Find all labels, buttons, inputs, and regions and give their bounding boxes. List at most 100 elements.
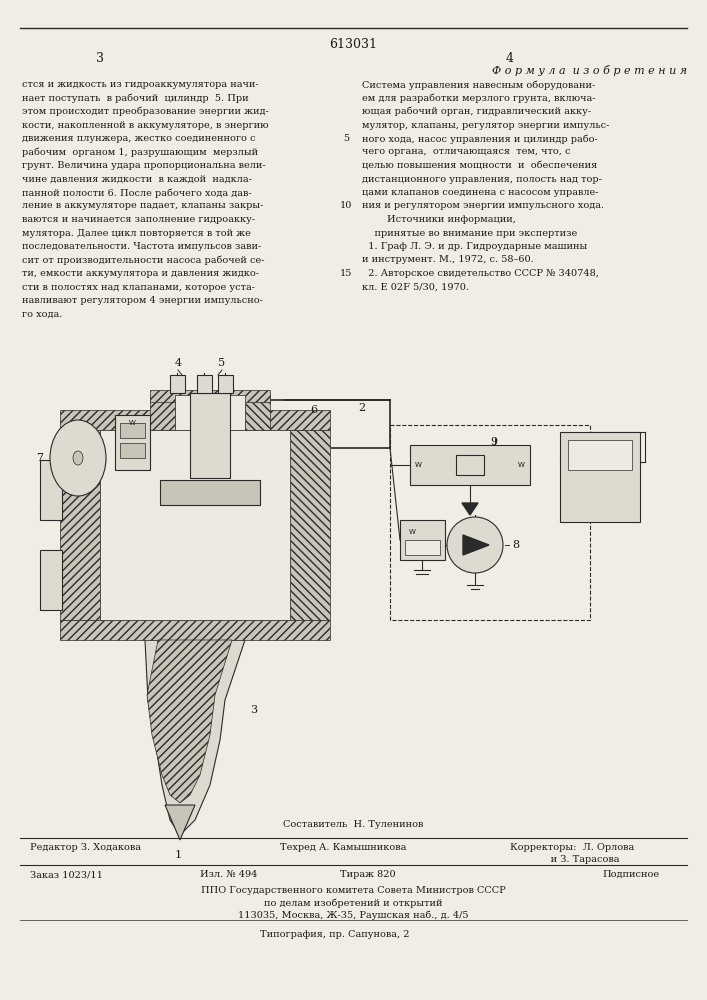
Text: 5: 5 [218,358,226,368]
Text: Изл. № 494: Изл. № 494 [200,870,257,879]
Circle shape [447,517,503,573]
Text: ваются и начинается заполнение гидроакку-: ваются и начинается заполнение гидроакку… [22,215,255,224]
Text: грунт. Величина удара пропорциональна вели-: грунт. Величина удара пропорциональна ве… [22,161,266,170]
Text: мулятор, клапаны, регулятор энергии импульс-: мулятор, клапаны, регулятор энергии импу… [362,120,609,129]
Bar [568,440,632,470]
Text: ния и регулятором энергии импульсного хода.: ния и регулятором энергии импульсного хо… [362,202,604,211]
Ellipse shape [73,451,83,465]
Polygon shape [165,805,195,840]
Text: мулятора. Далее цикл повторяется в той же: мулятора. Далее цикл повторяется в той ж… [22,229,251,237]
Text: движения плунжера, жестко соединенного с: движения плунжера, жестко соединенного с [22,134,255,143]
Text: 3: 3 [250,705,257,715]
Text: 4: 4 [175,358,182,368]
Text: Тираж 820: Тираж 820 [340,870,396,879]
Text: по делам изобретений и открытий: по делам изобретений и открытий [264,898,443,908]
Polygon shape [147,640,232,803]
Bar [170,375,185,393]
Text: 10: 10 [340,202,352,211]
Text: 2: 2 [358,403,365,413]
Bar [197,375,212,393]
Text: W: W [518,462,525,468]
Text: 1. Граф Л. Э. и др. Гидроударные машины: 1. Граф Л. Э. и др. Гидроударные машины [362,242,588,251]
Text: Редактор З. Ходакова: Редактор З. Ходакова [30,843,141,852]
Text: ного хода, насос управления и цилиндр рабо-: ного хода, насос управления и цилиндр ра… [362,134,597,143]
Bar [560,432,640,522]
Polygon shape [463,535,489,555]
Text: Заказ 1023/11: Заказ 1023/11 [30,870,103,879]
Text: ление в аккумуляторе падает, клапаны закры-: ление в аккумуляторе падает, клапаны зак… [22,202,264,211]
Text: и З. Тарасова: и З. Тарасова [510,855,619,864]
Text: Техред А. Камышникова: Техред А. Камышникова [280,843,407,852]
Bar [245,395,270,430]
Polygon shape [462,503,478,515]
Bar [40,550,62,610]
Text: Источники информации,: Источники информации, [362,215,516,224]
Bar [100,430,290,620]
Text: 5: 5 [343,134,349,143]
Text: ППО Государственного комитета Совета Министров СССР: ППО Государственного комитета Совета Мин… [201,886,506,895]
Text: ти, емкости аккумулятора и давления жидко-: ти, емкости аккумулятора и давления жидк… [22,269,259,278]
Text: Подписное: Подписное [603,870,660,879]
Text: 613031: 613031 [329,38,377,51]
Bar [290,430,330,620]
Bar [160,480,260,505]
Bar [390,425,590,620]
Bar [190,393,230,478]
Bar [456,455,484,475]
Text: навливают регулятором 4 энергии импульсно-: навливают регулятором 4 энергии импульсн… [22,296,263,305]
Bar [150,390,270,402]
Text: и инструмент. М., 1972, с. 58–60.: и инструмент. М., 1972, с. 58–60. [362,255,534,264]
Text: 2. Авторское свидетельство СССР № 340748,: 2. Авторское свидетельство СССР № 340748… [362,269,599,278]
Bar [60,410,330,430]
Text: ем для разработки мерзлого грунта, включа-: ем для разработки мерзлого грунта, включ… [362,94,595,103]
Text: этом происходит преобразование энергии жид-: этом происходит преобразование энергии ж… [22,107,269,116]
Text: стся и жидкость из гидроаккумулятора начи-: стся и жидкость из гидроаккумулятора нач… [22,80,259,89]
Text: сти в полостях над клапанами, которое уста-: сти в полостях над клапанами, которое ус… [22,282,255,292]
Bar [115,415,150,470]
Text: W: W [415,462,422,468]
Text: сит от производительности насоса рабочей се-: сит от производительности насоса рабочей… [22,255,264,265]
Text: го хода.: го хода. [22,310,62,318]
Text: 4: 4 [506,52,514,65]
Bar [120,423,145,438]
Text: цами клапанов соединена с насосом управле-: цами клапанов соединена с насосом управл… [362,188,599,197]
Text: дистанционного управления, полость над тор-: дистанционного управления, полость над т… [362,174,602,184]
Text: рабочим  органом 1, разрушающим  мерзлый: рабочим органом 1, разрушающим мерзлый [22,147,258,157]
Text: последовательности. Частота импульсов зави-: последовательности. Частота импульсов за… [22,242,262,251]
Ellipse shape [50,420,106,496]
Text: Ф о р м у л а  и з о б р е т е н и я: Ф о р м у л а и з о б р е т е н и я [493,65,688,76]
Text: кл. Е 02F 5/30, 1970.: кл. Е 02F 5/30, 1970. [362,282,469,292]
Text: целью повышения мощности  и  обеспечения: целью повышения мощности и обеспечения [362,161,597,170]
Text: W: W [409,529,416,535]
Text: 7: 7 [37,453,44,463]
Text: кости, накопленной в аккумуляторе, в энергию: кости, накопленной в аккумуляторе, в эне… [22,120,269,129]
Polygon shape [145,640,245,835]
Text: Корректоры:  Л. Орлова: Корректоры: Л. Орлова [510,843,634,852]
Bar [218,375,233,393]
Text: 3: 3 [96,52,104,65]
Text: Составитель  Н. Туленинов: Составитель Н. Туленинов [283,820,423,829]
Bar [175,395,245,430]
Text: 1: 1 [175,850,182,860]
Bar [40,460,62,520]
Bar [60,620,330,640]
Text: 15: 15 [340,269,352,278]
Text: панной полости 6. После рабочего хода дав-: панной полости 6. После рабочего хода да… [22,188,252,198]
Text: W: W [129,420,136,426]
Text: Система управления навесным оборудовани-: Система управления навесным оборудовани- [362,80,595,90]
Text: чине давления жидкости  в каждой  надкла-: чине давления жидкости в каждой надкла- [22,174,252,184]
Bar [410,445,530,485]
Bar [405,540,440,555]
Text: Типография, пр. Сапунова, 2: Типография, пр. Сапунова, 2 [260,930,409,939]
Text: принятые во внимание при экспертизе: принятые во внимание при экспертизе [362,229,577,237]
Text: чего органа,  отличающаяся  тем, что, с: чего органа, отличающаяся тем, что, с [362,147,571,156]
Text: 8: 8 [512,540,519,550]
Text: 9: 9 [490,437,497,447]
Bar [150,395,175,430]
Bar [60,430,100,620]
Text: нает поступать  в рабочий  цилиндр  5. При: нает поступать в рабочий цилиндр 5. При [22,94,249,103]
Text: ющая рабочий орган, гидравлический акку-: ющая рабочий орган, гидравлический акку- [362,107,591,116]
Text: 6: 6 [310,405,317,415]
Text: 113035, Москва, Ж-35, Раушская наб., д. 4/5: 113035, Москва, Ж-35, Раушская наб., д. … [238,910,468,920]
Bar [400,520,445,560]
